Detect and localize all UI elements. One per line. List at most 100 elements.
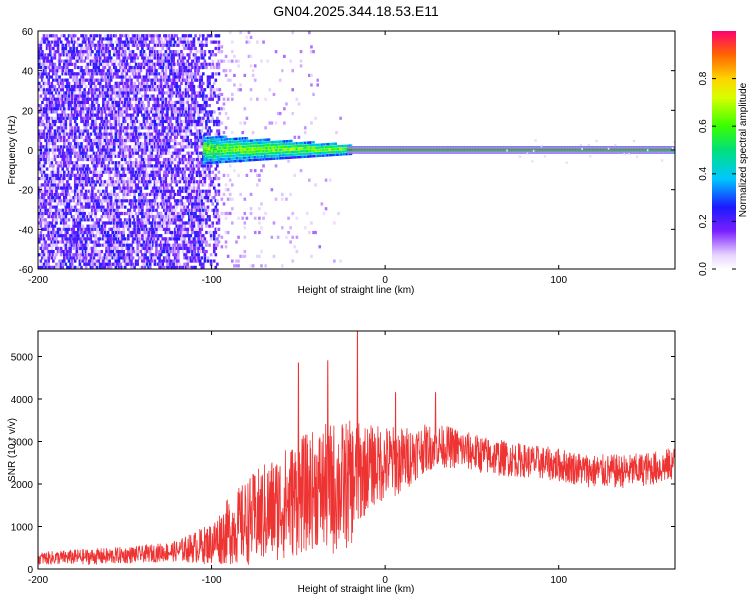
spectrogram-cell xyxy=(141,253,144,257)
spectrogram-cell xyxy=(108,218,111,222)
spectrogram-cell xyxy=(109,40,113,44)
spectrogram-cell xyxy=(109,116,113,120)
spectrogram-cell xyxy=(94,65,97,70)
spectrogram-cell xyxy=(162,249,166,254)
spectrogram-cell xyxy=(84,192,88,197)
spectrogram-cell xyxy=(181,126,185,130)
spectrogram-cell xyxy=(137,148,141,152)
spectrogram-cell xyxy=(117,249,121,254)
spectrogram-cell xyxy=(167,123,171,127)
spectrogram-cell xyxy=(170,151,174,155)
spectrogram-cell xyxy=(83,97,86,101)
spectrogram-cell xyxy=(181,186,185,190)
spectrogram-cell xyxy=(106,103,110,108)
spectrogram-cell xyxy=(122,180,125,184)
spectrogram-cell xyxy=(89,107,93,111)
spectrogram-cell xyxy=(169,135,172,139)
spectrogram-cell xyxy=(167,157,171,162)
spectrogram-cell xyxy=(198,192,202,197)
spectrogram-cell xyxy=(77,164,80,168)
spectrogram-cell xyxy=(45,56,49,60)
spectrogram-cell xyxy=(187,110,191,114)
spectrogram-cell xyxy=(178,110,182,114)
spectrogram-cell xyxy=(77,189,80,193)
spectrogram-cell xyxy=(47,262,50,266)
spectrogram-cell xyxy=(73,161,77,165)
spectrogram-cell xyxy=(78,230,82,235)
spectrogram-cell xyxy=(102,142,105,146)
spectrogram-cell xyxy=(187,167,191,171)
spectrogram-cell xyxy=(128,37,132,41)
spectrogram-cell xyxy=(147,157,150,162)
spectrogram-cell xyxy=(148,78,152,82)
spectrogram-cell xyxy=(131,40,135,44)
spectrogram-cell xyxy=(48,230,52,235)
spectrogram-cell xyxy=(123,119,127,124)
spectrogram-cell xyxy=(152,157,155,162)
spectrogram-cell xyxy=(144,88,147,92)
spectrogram-cell xyxy=(105,113,108,117)
spectrogram-cell xyxy=(152,62,155,66)
spectrogram-cell xyxy=(78,215,82,219)
spectrogram-cell xyxy=(133,249,136,254)
spectrogram-cell xyxy=(119,256,122,260)
spectrogram-cell xyxy=(131,221,135,225)
spectrogram-cell xyxy=(92,173,96,177)
spectrogram-cell xyxy=(64,262,68,266)
spectrogram-cell xyxy=(164,173,168,177)
spectrogram-cell xyxy=(75,46,79,51)
spectrogram-cell xyxy=(73,240,77,244)
spectrogram-cell xyxy=(147,103,150,108)
spectrogram-cell xyxy=(172,246,175,250)
spectrogram-cell xyxy=(164,180,168,184)
spectrogram-cell xyxy=(92,151,96,155)
spectrogram-cell xyxy=(156,262,160,266)
spectrogram-cell xyxy=(141,173,144,177)
spectrogram-cell xyxy=(103,256,107,260)
spectrogram-cell xyxy=(194,145,197,149)
spectrogram-cell xyxy=(186,199,190,203)
spectrogram-cell xyxy=(156,173,160,177)
spectrogram-cell xyxy=(189,215,193,219)
spectrogram-cell xyxy=(41,154,44,158)
spectrogram-cell xyxy=(148,151,152,155)
spectrogram-cell xyxy=(86,224,90,228)
spectrogram-cell xyxy=(50,157,54,162)
spectrogram-cell xyxy=(56,81,60,85)
spectrogram-cell xyxy=(131,240,135,244)
spectrogram-cell xyxy=(166,240,169,244)
spectrogram-cell xyxy=(58,227,61,231)
spectrogram-cell xyxy=(48,123,52,127)
spectrogram-cell xyxy=(109,37,113,41)
spectrogram-cell xyxy=(53,53,57,57)
spectrogram-cell xyxy=(133,59,136,63)
spectrogram-cell xyxy=(131,170,135,174)
spectrogram-cell xyxy=(109,176,113,181)
spectrogram-cell xyxy=(159,103,163,108)
spectrogram-cell xyxy=(100,69,104,73)
spectrogram-cell xyxy=(117,205,121,209)
spectrogram-cell xyxy=(162,192,166,197)
spectrogram-cell xyxy=(181,75,185,79)
spectrogram-cell xyxy=(158,215,161,219)
spectrogram-cell xyxy=(111,116,115,120)
spectrogram-cell xyxy=(109,199,113,203)
spectrogram-cell xyxy=(98,192,102,197)
spectrogram-cell xyxy=(152,199,155,203)
spectrogram-cell xyxy=(122,69,125,73)
spectrogram-cell xyxy=(111,59,115,63)
spectrogram-cell xyxy=(123,126,127,130)
spectrogram-cell xyxy=(102,53,105,57)
spectrogram-cell xyxy=(103,237,107,241)
spectrogram-cell xyxy=(105,237,108,241)
spectrogram-cell xyxy=(122,50,125,54)
spectrogram-cell xyxy=(108,78,111,82)
spectrogram-cell xyxy=(159,50,163,54)
spectrogram-cell xyxy=(56,164,60,168)
spectrogram-cell xyxy=(69,50,72,54)
spectrogram-cell xyxy=(44,148,47,152)
spectrogram-cell xyxy=(59,53,63,57)
spectrogram-cell xyxy=(127,34,130,38)
spectrogram-cell xyxy=(158,211,161,216)
spectrogram-cell xyxy=(120,189,124,193)
